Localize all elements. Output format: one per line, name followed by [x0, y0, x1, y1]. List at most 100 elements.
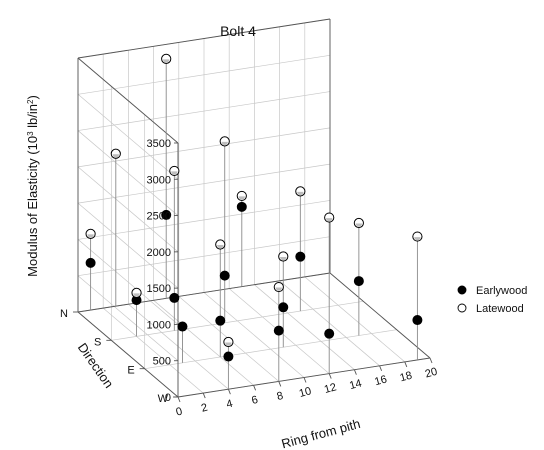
earlywood-point	[161, 209, 172, 220]
legend: Earlywood Latewood	[457, 285, 527, 315]
floor-gridline	[203, 292, 305, 378]
latewood-point-shade	[217, 244, 224, 249]
y-axis-label-unit-exp: 2	[26, 99, 35, 104]
left-wall-gridline	[77, 202, 179, 289]
x-tick-label: 6	[250, 394, 259, 407]
earlywood-point	[324, 328, 335, 339]
y-axis-label-close: )	[25, 95, 40, 99]
earlywood-point	[177, 321, 188, 332]
frame-edge	[77, 272, 331, 313]
latewood-point-shade	[280, 257, 287, 261]
latewood-point-shade	[221, 141, 228, 146]
x-tick-mark	[227, 389, 231, 395]
earlywood-point	[353, 276, 364, 287]
latewood-point-shade	[414, 237, 421, 241]
x-tick-mark	[328, 373, 332, 379]
left-wall-gridline	[77, 94, 179, 180]
x-tick-mark	[353, 369, 357, 375]
x-tick-label: 8	[276, 390, 285, 403]
x-tick-mark	[202, 392, 206, 399]
legend-marker	[457, 285, 467, 295]
x-tick-label: 4	[225, 398, 234, 411]
x-tick-label: 16	[373, 374, 388, 389]
y-axis-label-exp: 3	[26, 131, 35, 136]
z-tick-label: S	[94, 336, 101, 348]
y-axis-label: Modulus of Elasticity (103 lb/in2)	[25, 95, 40, 277]
x-tick-label: 14	[348, 377, 363, 392]
x-tick-label: 20	[424, 366, 439, 381]
earlywood-point	[295, 251, 306, 262]
earlywood-point	[273, 325, 284, 336]
latewood-point-shade	[225, 342, 232, 346]
earlywood-point	[219, 270, 230, 281]
left-wall-gridline	[77, 239, 179, 325]
point-layer	[85, 53, 423, 362]
frame-layer	[77, 18, 431, 398]
latewood-point-shade	[133, 293, 140, 297]
legend-marker	[457, 303, 467, 313]
floor-gridline	[144, 329, 397, 370]
latewood-point-shade	[87, 234, 94, 238]
y-axis-label-unit: lb/in	[25, 104, 40, 131]
floor-gridline	[254, 284, 355, 370]
x-tick-mark	[429, 357, 433, 364]
y-tick-label: 1500	[147, 283, 171, 295]
z-tick-label: N	[60, 308, 68, 320]
x-tick-label: 0	[175, 406, 184, 419]
latewood-point-shade	[112, 154, 119, 158]
x-tick-mark	[303, 377, 307, 383]
earlywood-point	[412, 315, 423, 326]
left-wall-gridline	[77, 166, 179, 253]
y-tick-label: 3000	[147, 174, 171, 186]
x-tick-label: 12	[323, 381, 338, 396]
earlywood-point	[223, 351, 234, 362]
y-tick-label: 2000	[147, 247, 171, 259]
frame-edge	[329, 272, 431, 359]
chart-title: Bolt 4	[220, 23, 256, 39]
earlywood-point	[278, 302, 289, 313]
x-tick-mark	[379, 365, 383, 371]
x-tick-mark	[177, 396, 181, 403]
left-wall-gridline	[77, 130, 179, 216]
x-axis-label: Ring from pith	[280, 416, 362, 450]
floor-gridline	[304, 276, 406, 363]
y-tick-label: 2500	[147, 211, 171, 223]
left-wall-gridline	[77, 275, 179, 361]
x-tick-label: 10	[298, 385, 313, 400]
latewood-point-shade	[275, 287, 282, 291]
frame-edge	[77, 57, 179, 144]
y-tick-label: 1000	[147, 319, 171, 331]
legend-label: Earlywood	[476, 285, 527, 297]
latewood-point-shade	[238, 196, 245, 200]
latewood-point-shade	[163, 59, 170, 63]
x-tick-label: 2	[200, 402, 209, 415]
x-tick-mark	[278, 381, 282, 387]
latewood-point-shade	[355, 223, 363, 227]
y-tick-label: 500	[153, 356, 171, 368]
x-tick-label: 18	[399, 370, 414, 385]
stem-layer	[90, 58, 418, 390]
y-axis-label-main: Modulus of Elasticity (10	[25, 136, 40, 277]
frame-edge	[77, 311, 179, 398]
legend-label: Latewood	[476, 303, 524, 315]
floor-gridline	[153, 300, 254, 386]
floor-gridline	[102, 307, 204, 394]
latewood-point-shade	[171, 171, 178, 175]
earlywood-point	[169, 292, 180, 303]
latewood-point-shade	[326, 218, 333, 222]
latewood-point-shade	[297, 191, 304, 196]
y-tick-label: 3500	[147, 138, 171, 150]
frame-edge	[77, 18, 331, 59]
y-tick-label: 0	[165, 392, 171, 404]
x-tick-mark	[404, 361, 408, 368]
z-tick-label: W	[158, 393, 169, 405]
x-tick-mark	[253, 385, 257, 391]
earlywood-point	[85, 257, 96, 268]
floor-gridline	[111, 300, 364, 341]
earlywood-point	[236, 201, 247, 212]
grid-layer	[77, 18, 431, 398]
earlywood-point	[215, 315, 226, 326]
z-tick-label: E	[127, 365, 134, 377]
tick-layer: 0 500 1000 1500 2000 2500 3000 3500 0 2 4 6 8 10 12 14 1…	[60, 138, 439, 419]
